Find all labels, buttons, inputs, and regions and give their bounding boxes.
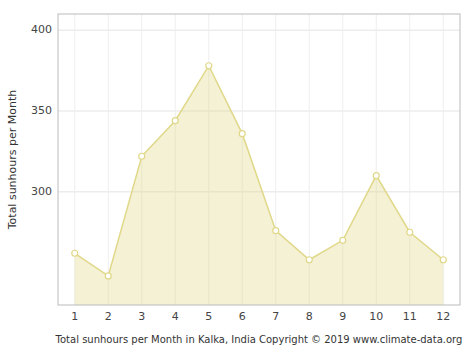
grid-line [108,14,109,305]
y-axis-label: Total sunhours per Month [6,90,19,231]
marker [139,153,145,159]
data-layer [72,63,447,305]
x-tick-label: 1 [71,310,78,323]
x-tick-label: 9 [339,310,346,323]
x-tick-label: 8 [306,310,313,323]
marker [373,173,379,179]
marker [105,273,111,279]
marker [206,63,212,69]
grid-line [58,30,460,31]
x-tick-label: 12 [436,310,450,323]
x-tick-label: 11 [403,310,417,323]
x-tick-label: 4 [172,310,179,323]
marker [172,118,178,124]
marker [440,257,446,263]
y-tick-label: 350 [31,104,52,117]
marker [273,228,279,234]
x-tick-label: 6 [239,310,246,323]
marker [239,131,245,137]
grid [58,14,460,305]
line [75,66,444,276]
x-axis-label: Total sunhours per Month in Kalka, India… [55,334,463,345]
tick-labels: 300350400123456789101112 [31,23,450,323]
marker [306,257,312,263]
x-tick-label: 10 [369,310,383,323]
y-tick-label: 400 [31,23,52,36]
x-tick-label: 7 [272,310,279,323]
marker [340,237,346,243]
marker [407,229,413,235]
y-tick-label: 300 [31,185,52,198]
marker [72,250,78,256]
x-tick-label: 3 [138,310,145,323]
plot-frame [58,14,460,305]
grid-line [58,111,460,112]
chart-container: 300350400123456789101112Total sunhours p… [0,0,474,355]
area [75,66,444,305]
x-tick-label: 5 [205,310,212,323]
chart: 300350400123456789101112Total sunhours p… [0,0,474,355]
x-tick-label: 2 [105,310,112,323]
